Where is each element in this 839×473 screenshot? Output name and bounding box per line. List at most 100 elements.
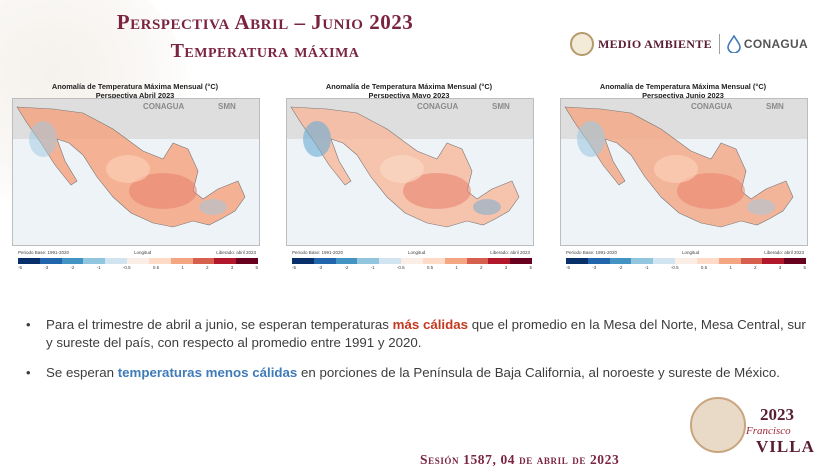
scale-ticks: -5 -3 -2 -1 -0.5 0.5 1 2 3 5 (18, 265, 258, 270)
scale-swatch (335, 258, 358, 264)
scale-tick: -2 (618, 265, 623, 270)
scale-swatch (718, 258, 741, 264)
map-release: Liberado: abril 2023 (490, 250, 530, 255)
bullet-dot: • (26, 365, 31, 380)
map-brand-conagua: CONAGUA (691, 102, 733, 111)
medio-ambiente-logo: MEDIO AMBIENTE (598, 36, 712, 51)
page-subtitle: Temperatura máxima (170, 40, 360, 62)
scale-tick: -2 (70, 265, 75, 270)
scale-tick: 0.5 (426, 265, 434, 270)
map-xaxis: Longitud (133, 250, 152, 255)
scale-tick: 5 (255, 265, 258, 270)
scale-tick: -3 (318, 265, 323, 270)
map-title: Anomalía de Temperatura Máxima Mensual (… (325, 82, 493, 91)
map-subtitle: Perspectiva Mayo 2023 (368, 91, 450, 100)
scale-tick: -1 (644, 265, 649, 270)
villa-subtitle: Francisco (746, 425, 791, 437)
mexico-seal-icon (570, 32, 594, 56)
mexico-map (287, 99, 533, 245)
bullet-dot: • (26, 317, 31, 332)
scale-swatch (39, 258, 62, 264)
scale-swatch (510, 258, 532, 264)
conagua-drop-icon (727, 35, 741, 53)
villa-name: VILLA (756, 437, 815, 456)
color-scale (18, 258, 258, 264)
scale-swatch (379, 258, 402, 264)
scale-swatch (105, 258, 128, 264)
summary-bullets: • Para el trimestre de abril a junio, se… (26, 316, 816, 394)
scale-swatch (357, 258, 380, 264)
map-title: Anomalía de Temperatura Máxima Mensual (… (51, 82, 219, 91)
scale-tick: -5 (18, 265, 23, 270)
scale-swatch (762, 258, 785, 264)
scale-tick: 1 (729, 265, 732, 270)
scale-swatch (488, 258, 511, 264)
map-footer: Periodo Base: 1991-2020 Longitud Liberad… (566, 250, 804, 255)
scale-swatch (127, 258, 149, 264)
scale-swatch (292, 258, 314, 264)
scale-swatch (83, 258, 106, 264)
map-brand-smn: SMN (766, 102, 784, 111)
scale-tick: 5 (529, 265, 532, 270)
map-brand-smn: SMN (492, 102, 510, 111)
highlight-warmer: más cálidas (392, 317, 469, 332)
map-panel-may: Anomalía de Temperatura Máxima Mensual (… (282, 82, 536, 272)
scale-tick: -1 (96, 265, 101, 270)
scale-swatch (422, 258, 445, 264)
scale-swatch (214, 258, 237, 264)
scale-tick: 2 (754, 265, 757, 270)
map-period: Periodo Base: 1991-2020 (566, 250, 618, 255)
bullet-warmer: • Para el trimestre de abril a junio, se… (26, 317, 806, 350)
scale-swatch (740, 258, 763, 264)
scale-swatch (653, 258, 676, 264)
color-scale (566, 258, 806, 264)
scale-swatch (192, 258, 215, 264)
scale-tick: -0.5 (670, 265, 679, 270)
scale-swatch (675, 258, 697, 264)
scale-tick: -0.5 (396, 265, 405, 270)
highlight-cooler: temperaturas menos cálidas (117, 365, 298, 380)
scale-tick: 2 (480, 265, 483, 270)
map-subtitle: Perspectiva Abril 2023 (95, 91, 175, 100)
scale-swatch (236, 258, 258, 264)
page-title: Perspectiva Abril – Junio 2023 (116, 10, 414, 34)
logo-divider (718, 34, 720, 54)
map-footer: Periodo Base: 1991-2020 Longitud Liberad… (18, 250, 256, 255)
scale-swatch (170, 258, 193, 264)
session-footer: Sesión 1587, 04 de abril de 2023 (420, 452, 620, 467)
scale-tick: 1 (455, 265, 458, 270)
agency-logos: MEDIO AMBIENTE CONAGUA (570, 30, 808, 58)
map-footer: Periodo Base: 1991-2020 Longitud Liberad… (292, 250, 530, 255)
anomaly-map: CONAGUA SMN (12, 98, 260, 246)
scale-ticks: -5 -3 -2 -1 -0.5 0.5 1 2 3 5 (566, 265, 806, 270)
mexico-map (561, 99, 807, 245)
scale-swatch (696, 258, 719, 264)
color-scale (292, 258, 532, 264)
scale-tick: 0.5 (152, 265, 160, 270)
villa-year: 2023 (760, 405, 794, 424)
scale-tick: -1 (370, 265, 375, 270)
scale-tick: -5 (292, 265, 297, 270)
scale-tick: 2 (206, 265, 209, 270)
map-panel-june: Anomalía de Temperatura Máxima Mensual (… (556, 82, 810, 272)
map-release: Liberado: abril 2023 (216, 250, 256, 255)
map-xaxis: Longitud (407, 250, 426, 255)
scale-swatch (148, 258, 171, 264)
anomaly-map: CONAGUA SMN (560, 98, 808, 246)
scale-swatch (444, 258, 467, 264)
map-title: Anomalía de Temperatura Máxima Mensual (… (599, 82, 767, 91)
scale-swatch (784, 258, 806, 264)
map-panel-april: Anomalía de Temperatura Máxima Mensual (… (8, 82, 262, 272)
scale-tick: -2 (344, 265, 349, 270)
scale-tick: 3 (504, 265, 508, 270)
map-release: Liberado: abril 2023 (764, 250, 804, 255)
map-period: Periodo Base: 1991-2020 (18, 250, 70, 255)
scale-swatch (61, 258, 84, 264)
scale-tick: -3 (592, 265, 597, 270)
scale-ticks: -5 -3 -2 -1 -0.5 0.5 1 2 3 5 (292, 265, 532, 270)
scale-tick: 5 (803, 265, 806, 270)
scale-tick: 0.5 (700, 265, 708, 270)
scale-swatch (587, 258, 610, 264)
scale-tick: -3 (44, 265, 49, 270)
map-brand-conagua: CONAGUA (143, 102, 185, 111)
